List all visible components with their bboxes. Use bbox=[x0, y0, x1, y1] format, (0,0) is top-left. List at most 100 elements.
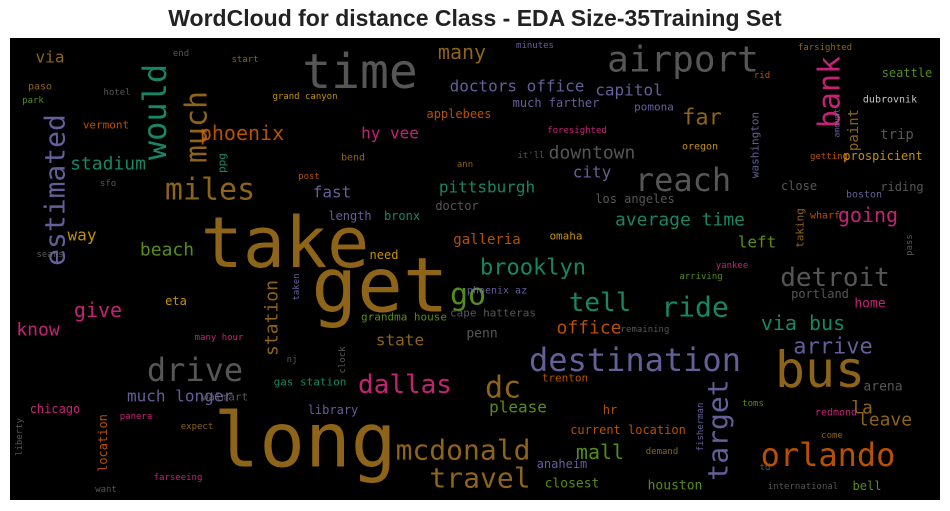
word: city bbox=[573, 163, 612, 182]
word: long bbox=[213, 396, 396, 485]
word: sfo bbox=[100, 179, 116, 189]
word: airport bbox=[607, 40, 759, 81]
word: arriving bbox=[679, 272, 722, 282]
word: td bbox=[760, 463, 771, 473]
word: dubrovnik bbox=[863, 95, 917, 106]
word: arena bbox=[863, 380, 902, 395]
word: home bbox=[854, 297, 885, 312]
word: international bbox=[768, 482, 838, 492]
word: capitol bbox=[595, 81, 662, 100]
word: via bus bbox=[761, 311, 845, 335]
word: time bbox=[302, 44, 418, 100]
word: downtown bbox=[549, 143, 636, 164]
word: come bbox=[821, 431, 843, 441]
word: close bbox=[781, 179, 817, 193]
word: sears bbox=[36, 250, 63, 260]
word: library bbox=[308, 403, 359, 417]
word: location bbox=[96, 414, 110, 472]
word: detroit bbox=[780, 263, 890, 293]
word: panera bbox=[120, 412, 153, 422]
word: mcdonald bbox=[396, 434, 531, 467]
word: closest bbox=[545, 477, 600, 492]
word: trip bbox=[880, 127, 914, 143]
word: many hour bbox=[195, 333, 244, 343]
word: prospicient bbox=[843, 149, 922, 163]
word: applebees bbox=[426, 107, 491, 121]
word: dallas bbox=[358, 370, 452, 400]
word: nj bbox=[287, 355, 298, 365]
word: portland bbox=[791, 287, 849, 301]
word: walmart bbox=[202, 391, 248, 404]
word: office bbox=[556, 318, 621, 339]
word: toms bbox=[742, 399, 764, 409]
word: get bbox=[311, 241, 448, 330]
word: hr bbox=[603, 403, 617, 417]
word: boston bbox=[846, 190, 882, 201]
word: via bbox=[36, 48, 65, 67]
word: target bbox=[702, 379, 735, 480]
word: rid bbox=[754, 71, 770, 81]
word: miles bbox=[165, 173, 255, 208]
word: current location bbox=[570, 423, 686, 437]
word: seattle bbox=[882, 66, 933, 80]
word: take bbox=[201, 202, 370, 284]
word: taking bbox=[794, 208, 807, 248]
word: clock bbox=[338, 346, 348, 374]
word: galleria bbox=[453, 232, 520, 248]
word: orlando bbox=[761, 436, 896, 474]
word: need bbox=[370, 248, 399, 262]
word: houston bbox=[648, 479, 703, 494]
word: destination bbox=[529, 341, 741, 379]
word: paint bbox=[846, 109, 862, 151]
word: la bbox=[851, 398, 873, 419]
word: arrive bbox=[793, 335, 872, 360]
word: remaining bbox=[621, 325, 670, 335]
word: redmond bbox=[815, 408, 857, 419]
word: much farther bbox=[513, 96, 600, 110]
word: amount bbox=[833, 108, 842, 137]
word: trenton bbox=[542, 372, 588, 385]
word: beach bbox=[140, 240, 194, 261]
word: eta bbox=[165, 294, 187, 308]
word: los angeles bbox=[595, 192, 674, 206]
word: expect bbox=[181, 422, 214, 432]
word: wharf bbox=[810, 211, 840, 222]
word: chicago bbox=[30, 402, 81, 416]
word: reach bbox=[635, 161, 731, 199]
word: ppg bbox=[216, 153, 229, 173]
word: bend bbox=[341, 153, 365, 164]
word: give bbox=[74, 298, 122, 322]
word: vermont bbox=[83, 119, 129, 132]
word: travel bbox=[429, 462, 530, 495]
word: anaheim bbox=[537, 457, 588, 471]
word: phoenix bbox=[200, 121, 284, 145]
word: estimated bbox=[39, 114, 72, 266]
word: washington bbox=[749, 112, 762, 178]
word: minutes bbox=[516, 41, 554, 51]
word: getting bbox=[810, 152, 848, 162]
word: tell bbox=[569, 288, 632, 318]
word: it'll bbox=[517, 151, 544, 161]
word: way bbox=[68, 226, 97, 245]
word: doctors office bbox=[450, 77, 585, 96]
word: riding bbox=[880, 180, 923, 194]
word: post bbox=[298, 172, 320, 182]
word: go bbox=[450, 278, 486, 313]
word: much bbox=[180, 91, 215, 163]
word: please bbox=[489, 398, 547, 417]
word: station bbox=[262, 280, 283, 356]
word: stadium bbox=[70, 154, 146, 175]
word: pittsburgh bbox=[439, 178, 535, 197]
word: leave bbox=[858, 410, 912, 431]
word: gas station bbox=[274, 376, 347, 389]
word: omaha bbox=[549, 230, 582, 243]
word: going bbox=[838, 203, 898, 227]
word: average time bbox=[615, 210, 745, 231]
word: pomona bbox=[634, 101, 674, 114]
word: foresighted bbox=[547, 126, 607, 136]
word: many bbox=[438, 40, 486, 64]
word: bronx bbox=[384, 209, 420, 223]
word: bus bbox=[775, 341, 865, 399]
word: brooklyn bbox=[480, 256, 586, 281]
